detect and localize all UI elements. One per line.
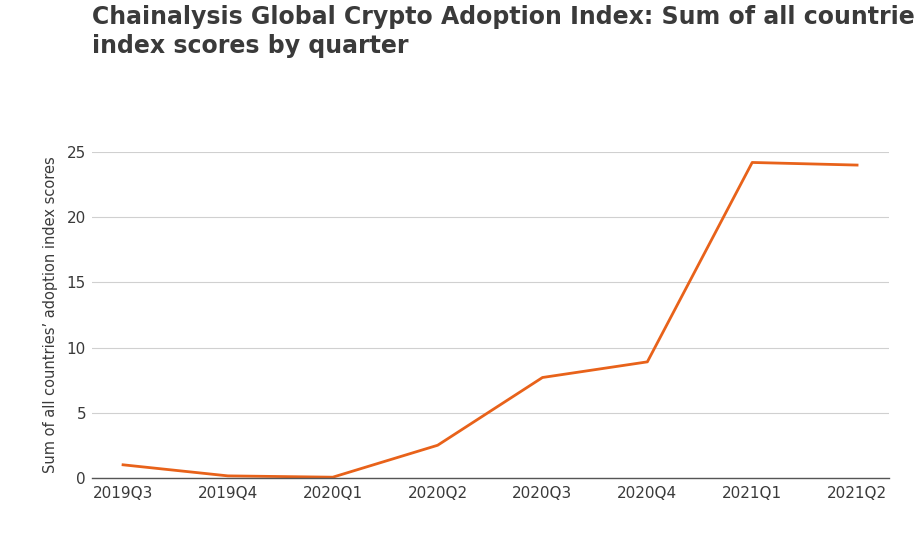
Y-axis label: Sum of all countries’ adoption index scores: Sum of all countries’ adoption index sco… bbox=[43, 156, 59, 473]
Text: Chainalysis Global Crypto Adoption Index: Sum of all countries’
index scores by : Chainalysis Global Crypto Adoption Index… bbox=[92, 5, 916, 58]
